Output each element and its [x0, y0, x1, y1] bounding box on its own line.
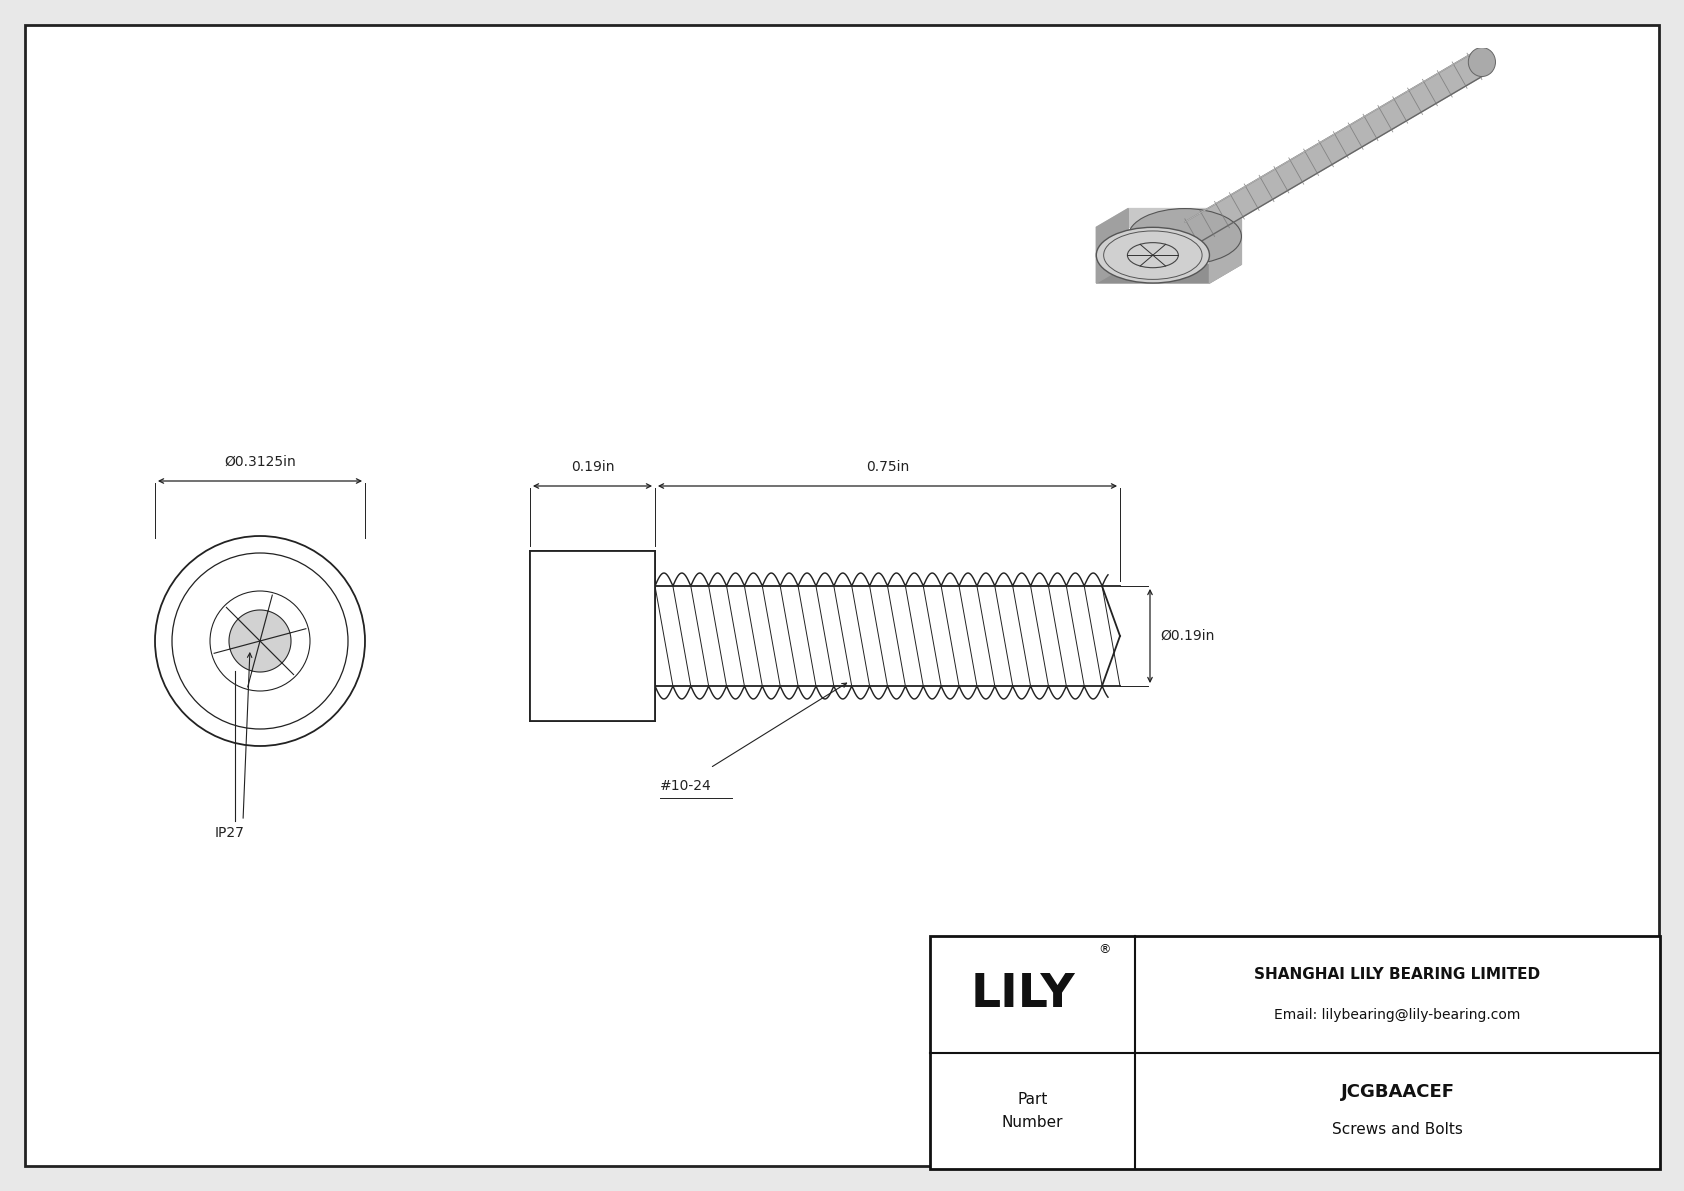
Text: 0.75in: 0.75in — [866, 460, 909, 474]
Bar — [530, 551, 655, 721]
Polygon shape — [1096, 208, 1128, 283]
Text: 0.19in: 0.19in — [571, 460, 615, 474]
Text: SHANGHAI LILY BEARING LIMITED: SHANGHAI LILY BEARING LIMITED — [1255, 967, 1541, 983]
Text: Ø0.19in: Ø0.19in — [1160, 629, 1214, 643]
Ellipse shape — [1468, 48, 1495, 76]
Polygon shape — [1209, 208, 1241, 283]
Text: Email: lilybearing@lily-bearing.com: Email: lilybearing@lily-bearing.com — [1275, 1008, 1521, 1022]
Polygon shape — [231, 641, 259, 671]
Text: Screws and Bolts: Screws and Bolts — [1332, 1122, 1463, 1137]
Bar — [930, 936, 1660, 1170]
Text: #10-24: #10-24 — [660, 779, 712, 793]
Circle shape — [210, 591, 310, 691]
Polygon shape — [229, 619, 259, 649]
Text: JCGBAACEF: JCGBAACEF — [1340, 1083, 1455, 1100]
Text: Part
Number: Part Number — [1002, 1092, 1063, 1129]
Text: ®: ® — [1098, 943, 1111, 956]
Polygon shape — [259, 611, 290, 641]
Polygon shape — [1096, 208, 1241, 227]
Circle shape — [172, 553, 349, 729]
Polygon shape — [237, 610, 268, 641]
Bar — [530, 551, 655, 721]
Text: LILY: LILY — [970, 972, 1074, 1017]
Polygon shape — [253, 641, 281, 672]
Text: Ø0.3125in: Ø0.3125in — [224, 455, 296, 469]
Ellipse shape — [1128, 208, 1241, 264]
Polygon shape — [1096, 264, 1241, 283]
Circle shape — [155, 536, 365, 746]
Polygon shape — [1186, 48, 1482, 251]
Text: IP27: IP27 — [216, 827, 244, 840]
Polygon shape — [259, 632, 291, 663]
Ellipse shape — [1096, 227, 1209, 283]
